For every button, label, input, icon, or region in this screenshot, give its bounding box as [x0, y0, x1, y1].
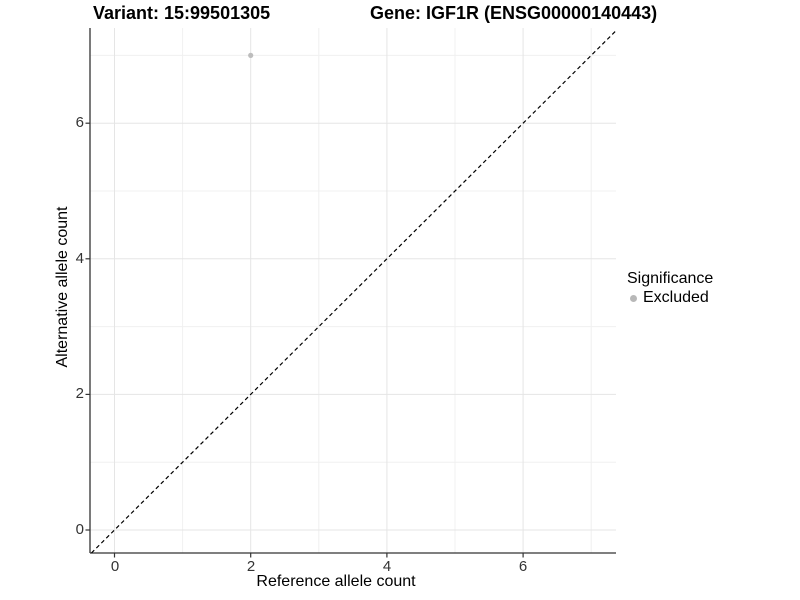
legend: Significance Excluded — [627, 269, 713, 307]
x-tick-label-0: 0 — [110, 558, 120, 575]
x-tick-label-2: 2 — [246, 558, 256, 575]
plot-title-gene: Gene: IGF1R (ENSG00000140443) — [370, 3, 658, 23]
plot-title-variant: Variant: 15:99501305 — [93, 3, 271, 23]
legend-key-dot — [630, 294, 637, 302]
y-tick-label-2: 2 — [75, 385, 84, 402]
x-tick-label-6: 6 — [518, 558, 528, 575]
legend-item-excluded: Excluded — [630, 289, 713, 307]
x-tick-label-4: 4 — [382, 558, 392, 575]
identity-line — [90, 30, 617, 554]
x-axis-title: Reference allele count — [256, 573, 416, 590]
y-tick-label-0: 0 — [75, 521, 84, 538]
y-axis-title: Alternative allele count — [54, 206, 71, 368]
y-tick-label-6: 6 — [75, 114, 84, 131]
y-tick-label-4: 4 — [75, 250, 84, 267]
legend-item-label: Excluded — [643, 289, 709, 306]
legend-title: Significance — [627, 270, 714, 287]
data-point — [248, 52, 254, 59]
